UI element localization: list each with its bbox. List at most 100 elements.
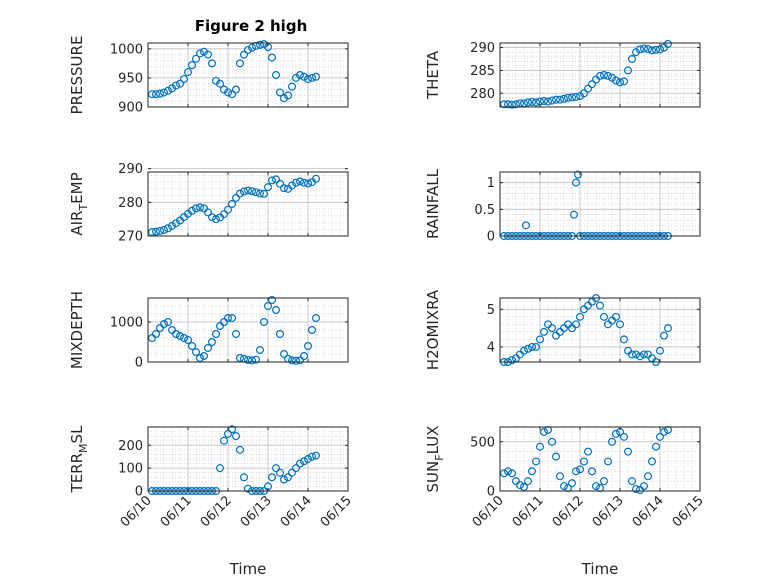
data-point bbox=[220, 318, 229, 327]
y-axis-label-main: PRESSURE bbox=[68, 36, 86, 115]
y-axis-label-tail: EMP bbox=[68, 172, 86, 203]
data-point bbox=[539, 427, 548, 436]
data-point bbox=[607, 437, 616, 446]
data-point bbox=[276, 330, 285, 339]
data-point bbox=[220, 210, 229, 219]
data-point bbox=[607, 73, 616, 82]
data-point bbox=[224, 429, 233, 438]
data-point bbox=[527, 467, 536, 476]
data-point bbox=[288, 82, 297, 91]
data-point bbox=[619, 432, 628, 441]
axes-frame bbox=[499, 171, 701, 237]
data-point bbox=[252, 188, 261, 197]
data-point bbox=[531, 457, 540, 466]
y-tick-label: 0 bbox=[135, 485, 143, 500]
data-point bbox=[240, 50, 249, 59]
data-point bbox=[304, 455, 313, 464]
data-point bbox=[152, 90, 161, 99]
data-point bbox=[304, 75, 313, 84]
data-point bbox=[216, 79, 225, 88]
data-point bbox=[236, 354, 245, 363]
data-point bbox=[567, 479, 576, 488]
data-point bbox=[515, 350, 524, 359]
data-point bbox=[288, 468, 297, 477]
data-point bbox=[300, 178, 309, 187]
data-point bbox=[256, 346, 265, 355]
y-tick-label: 285 bbox=[470, 64, 495, 79]
data-point bbox=[224, 314, 233, 323]
data-point bbox=[164, 86, 173, 95]
y-tick-label: 0.5 bbox=[474, 203, 495, 218]
data-point bbox=[204, 208, 213, 217]
data-point bbox=[619, 77, 628, 86]
data-point bbox=[180, 334, 189, 343]
data-point bbox=[308, 452, 317, 461]
data-point bbox=[156, 324, 165, 333]
data-point bbox=[571, 178, 580, 187]
data-point bbox=[611, 312, 620, 321]
data-point bbox=[555, 472, 564, 481]
data-point bbox=[508, 100, 517, 109]
x-tick-label: 06/13 bbox=[238, 493, 275, 530]
data-point bbox=[587, 80, 596, 89]
data-point bbox=[551, 95, 560, 104]
data-point bbox=[659, 331, 668, 340]
data-point bbox=[188, 206, 197, 215]
data-point bbox=[308, 326, 317, 335]
data-point bbox=[587, 467, 596, 476]
data-point bbox=[164, 224, 173, 233]
data-point bbox=[523, 344, 532, 353]
y-axis-label: H2OMIXRA bbox=[424, 289, 442, 370]
x-tick-label: 06/13 bbox=[590, 493, 627, 530]
x-axis-label: Time bbox=[229, 560, 267, 578]
data-point bbox=[196, 203, 205, 212]
data-point bbox=[547, 324, 556, 333]
data-point bbox=[288, 356, 297, 365]
data-point bbox=[595, 71, 604, 80]
data-point bbox=[212, 330, 221, 339]
data-point bbox=[312, 72, 321, 81]
data-point bbox=[160, 320, 169, 329]
data-point bbox=[168, 326, 177, 335]
data-point bbox=[300, 457, 309, 466]
data-point bbox=[248, 187, 257, 196]
data-point bbox=[635, 352, 644, 361]
data-point bbox=[531, 342, 540, 351]
data-point bbox=[312, 174, 321, 183]
data-point bbox=[236, 59, 245, 68]
data-point bbox=[196, 354, 205, 363]
data-point bbox=[172, 219, 181, 228]
data-point bbox=[651, 45, 660, 54]
x-tick-label: 06/15 bbox=[318, 493, 355, 530]
y-tick-label: 200 bbox=[118, 439, 143, 454]
data-point bbox=[236, 189, 245, 198]
subplot-theta: 280 285 290 THETA bbox=[424, 39, 701, 109]
data-point bbox=[228, 314, 237, 323]
data-point bbox=[228, 425, 237, 434]
data-point bbox=[571, 320, 580, 329]
data-point bbox=[515, 481, 524, 490]
y-axis-label: RAINFALL bbox=[424, 168, 442, 239]
data-point bbox=[623, 346, 632, 355]
data-point bbox=[172, 330, 181, 339]
data-point bbox=[659, 427, 668, 436]
subplot-mixdepth: 0 1000 MIXDEPTH bbox=[68, 291, 349, 371]
data-point bbox=[212, 215, 221, 224]
y-tick-label: 0 bbox=[487, 485, 495, 500]
data-point bbox=[631, 350, 640, 359]
data-point bbox=[521, 221, 530, 230]
data-point bbox=[284, 473, 293, 482]
axes-frame bbox=[499, 426, 701, 492]
data-point bbox=[296, 459, 305, 468]
data-point bbox=[276, 468, 285, 477]
data-point bbox=[148, 334, 157, 343]
y-tick-label: 270 bbox=[118, 230, 143, 245]
data-point bbox=[603, 457, 612, 466]
data-point bbox=[547, 437, 556, 446]
data-point bbox=[216, 322, 225, 331]
data-point bbox=[300, 352, 309, 361]
y-axis-label: PRESSURE bbox=[68, 36, 86, 115]
y-axis-label-subscript: T bbox=[77, 204, 90, 212]
